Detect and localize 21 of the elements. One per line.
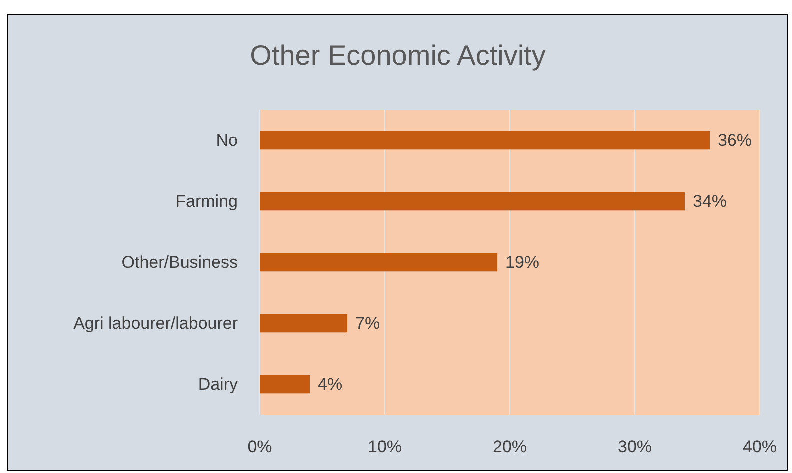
bar <box>260 253 498 272</box>
bar <box>260 314 348 333</box>
x-tick-label: 30% <box>618 438 652 456</box>
x-tick-label: 20% <box>492 438 528 456</box>
data-label: 36% <box>718 131 752 150</box>
y-tick-label: Dairy <box>198 375 238 394</box>
y-tick-label: No <box>216 131 238 150</box>
data-label: 34% <box>693 192 728 211</box>
x-tick-label: 40% <box>742 438 778 456</box>
y-tick-label: Agri labourer/labourer <box>74 314 238 333</box>
y-tick-label: Other/Business <box>122 253 238 272</box>
bar <box>260 192 685 211</box>
x-tick-label: 0% <box>248 438 272 456</box>
bar <box>260 375 310 394</box>
bar <box>260 131 710 150</box>
y-tick-label: Farming <box>176 192 238 211</box>
data-label: 7% <box>356 314 380 333</box>
data-label: 4% <box>318 375 343 394</box>
x-tick-label: 10% <box>368 438 402 456</box>
data-label: 19% <box>506 253 540 272</box>
chart-title: Other Economic Activity <box>250 40 546 71</box>
